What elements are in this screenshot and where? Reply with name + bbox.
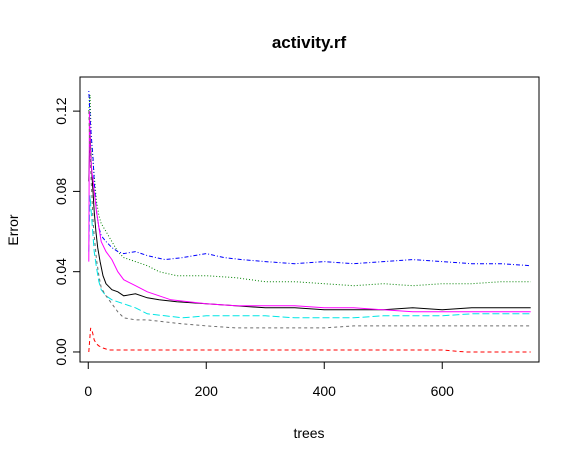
x-tick-label: 0 <box>84 383 92 399</box>
y-tick-label: 0.00 <box>53 338 69 365</box>
series-line-2 <box>88 327 531 353</box>
y-tick-label: 0.08 <box>53 178 69 205</box>
y-tick-label: 0.04 <box>53 258 69 285</box>
x-tick-label: 200 <box>195 383 219 399</box>
x-axis: 0 200 400 600 <box>84 361 455 399</box>
y-axis-label: Error <box>5 214 21 245</box>
plot-box <box>79 76 540 363</box>
series-line-7 <box>88 111 531 329</box>
series-line-4 <box>88 90 531 267</box>
chart-title: activity.rf <box>272 33 347 52</box>
y-axis: 0.00 0.04 0.08 0.12 <box>53 97 81 366</box>
y-tick-label: 0.12 <box>53 97 69 124</box>
x-tick-label: 600 <box>431 383 455 399</box>
x-axis-label: trees <box>293 425 324 441</box>
series-layer <box>88 90 531 353</box>
series-line-1 <box>88 131 531 311</box>
series-line-6 <box>88 111 531 313</box>
x-tick-label: 400 <box>313 383 337 399</box>
series-line-5 <box>88 195 531 319</box>
